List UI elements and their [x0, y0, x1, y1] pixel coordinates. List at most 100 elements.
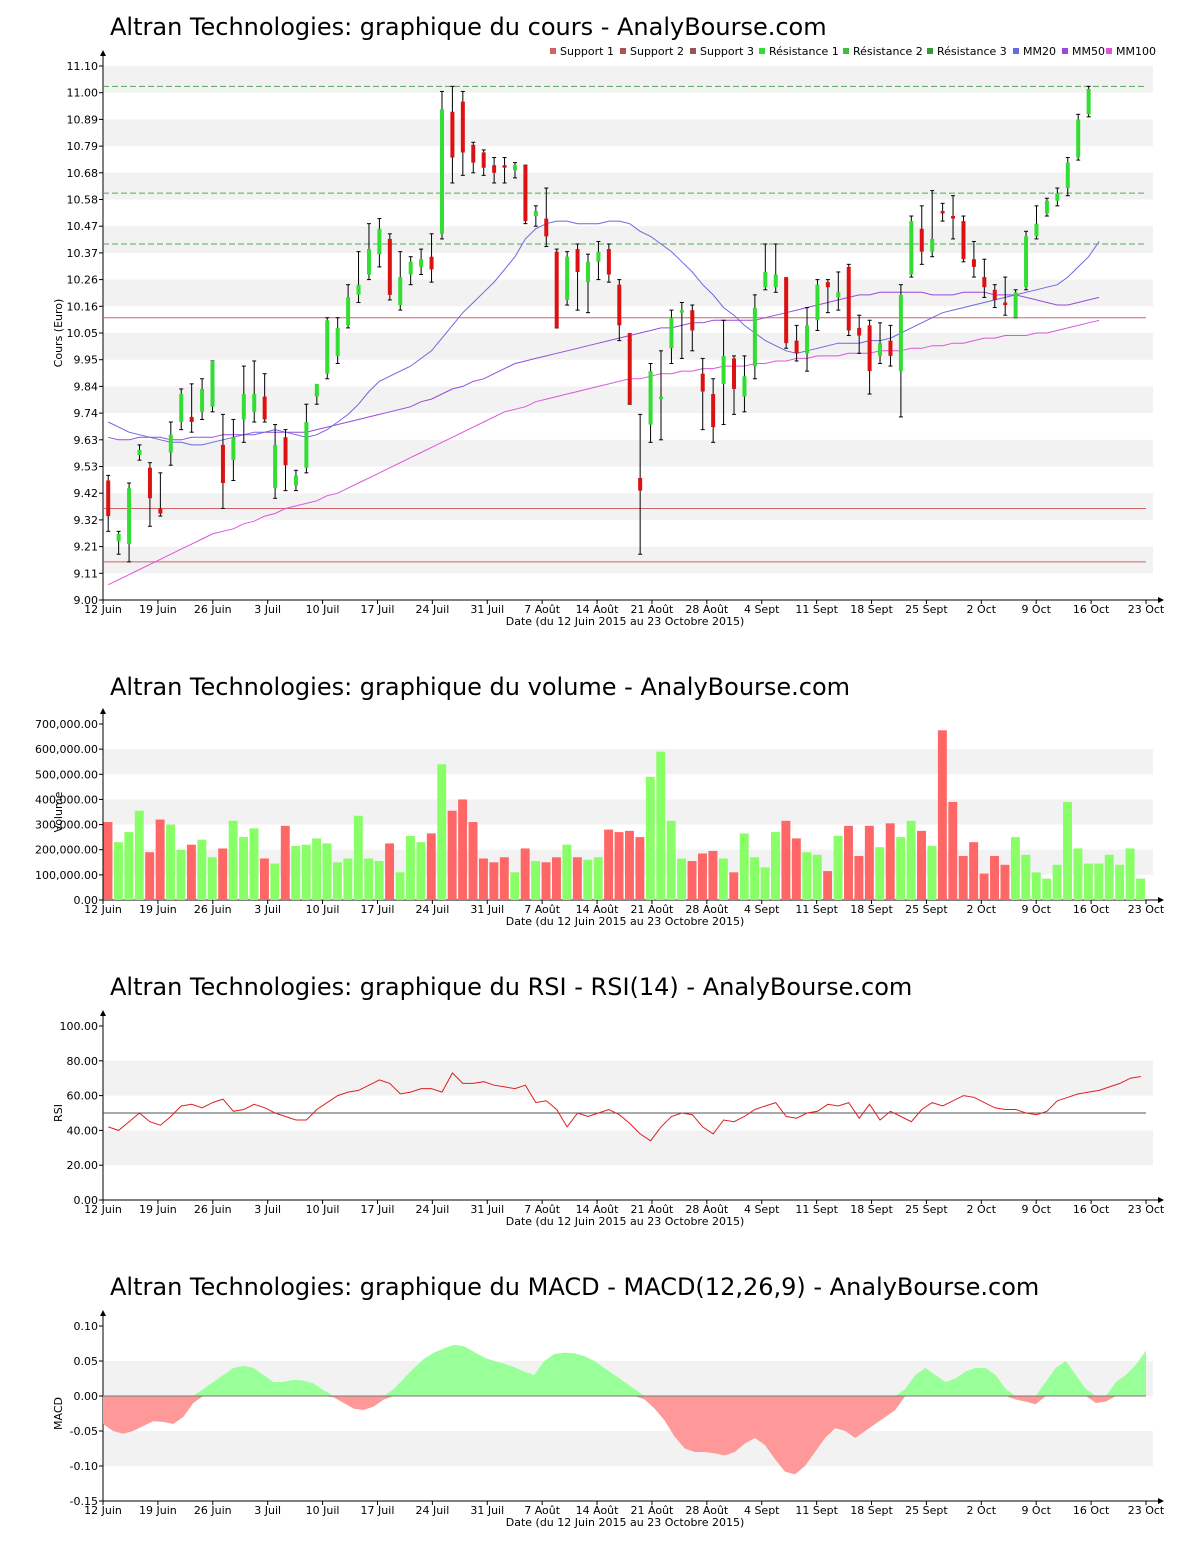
volume-x-tick-label: 17 Juil — [361, 903, 395, 916]
candle-body — [878, 343, 883, 356]
legend-swatch — [1062, 48, 1068, 54]
price-x-tick-label: 21 Août — [631, 603, 675, 616]
candle-body — [137, 449, 142, 456]
price-x-tick-label: 28 Août — [685, 603, 729, 616]
price-band — [103, 66, 1153, 93]
price-y-axis-arrow — [100, 50, 106, 56]
rsi-x-tick-label: 10 Juil — [306, 1203, 340, 1216]
volume-bar — [103, 822, 113, 900]
volume-bar — [259, 858, 269, 900]
price-y-tick-label: 10.68 — [67, 167, 99, 180]
volume-x-tick-label: 21 Août — [631, 903, 675, 916]
volume-bar — [854, 856, 864, 900]
macd-x-tick-label: 23 Oct — [1128, 1504, 1165, 1517]
volume-y-tick-label: 200,000.00 — [35, 844, 98, 857]
price-x-tick-label: 24 Juil — [415, 603, 449, 616]
volume-bar — [385, 843, 395, 900]
price-band — [103, 439, 1153, 467]
volume-bar — [1010, 837, 1020, 900]
price-y-tick-label: 10.79 — [67, 140, 99, 153]
legend-label: MM50 — [1072, 45, 1105, 58]
volume-bar — [864, 825, 874, 900]
rsi-x-tick-label: 2 Oct — [967, 1203, 997, 1216]
candle-body — [606, 249, 611, 275]
volume-bar — [134, 810, 144, 900]
rsi-y-axis-label: RSI — [52, 1104, 65, 1122]
candle-body — [1055, 193, 1060, 201]
volume-bar — [771, 832, 780, 900]
macd-negative-area — [103, 1396, 1146, 1475]
volume-x-tick-label: 10 Juil — [306, 903, 340, 916]
candle-body — [815, 284, 820, 321]
candle-body — [982, 277, 987, 288]
legend-label: Résistance 3 — [937, 45, 1007, 58]
volume-bar — [906, 820, 916, 900]
price-y-tick-label: 9.74 — [74, 407, 99, 420]
rsi-x-tick-label: 28 Août — [685, 1203, 729, 1216]
volume-y-tick-label: 0.00 — [74, 894, 99, 907]
rsi-x-tick-label: 26 Juin — [194, 1203, 232, 1216]
candle-body — [544, 218, 549, 237]
candle-body — [429, 256, 434, 270]
volume-bar — [374, 861, 384, 900]
candle-body — [971, 259, 976, 267]
candle-body — [638, 477, 643, 491]
legend-swatch — [843, 48, 849, 54]
price-y-tick-label: 10.47 — [67, 220, 99, 233]
candle-body — [158, 508, 163, 514]
price-band — [103, 279, 1153, 307]
volume-bar — [572, 857, 582, 900]
candle-body — [711, 394, 716, 428]
rsi-x-tick-label: 24 Juil — [415, 1203, 449, 1216]
volume-bar — [1042, 878, 1052, 900]
macd-x-tick-label: 25 Sept — [905, 1504, 948, 1517]
volume-bar — [666, 820, 676, 900]
price-x-tick-label: 2 Oct — [967, 603, 997, 616]
volume-bar — [927, 845, 937, 900]
legend-label: MM100 — [1116, 45, 1156, 58]
price-band — [103, 493, 1153, 520]
volume-bar — [698, 853, 707, 900]
macd-x-tick-label: 21 Août — [631, 1504, 675, 1517]
candle-body — [293, 475, 298, 486]
volume-bar — [1052, 864, 1062, 900]
volume-band — [103, 749, 1153, 775]
volume-y-axis-arrow — [100, 708, 106, 714]
price-y-tick-label: 9.42 — [74, 487, 99, 500]
candle-body — [1003, 302, 1008, 306]
candle-body — [304, 422, 309, 468]
candle-body — [930, 238, 935, 252]
candle-body — [825, 282, 830, 288]
candle-body — [189, 416, 194, 422]
legend-swatch — [1106, 48, 1112, 54]
volume-bar — [750, 857, 760, 900]
candle-body — [836, 292, 841, 298]
price-x-tick-label: 12 Juin — [84, 603, 122, 616]
candle-body — [471, 144, 476, 163]
volume-bar — [1073, 848, 1083, 900]
legend-swatch — [927, 48, 933, 54]
price-y-tick-label: 9.53 — [74, 461, 99, 474]
mm100-line — [107, 319, 1100, 586]
macd-x-tick-label: 12 Juin — [84, 1504, 122, 1517]
candle-body — [627, 333, 632, 405]
candle-body — [325, 320, 330, 374]
candle-body — [773, 274, 778, 288]
volume-bar — [218, 848, 228, 900]
price-y-tick-label: 9.63 — [74, 434, 99, 447]
volume-bar — [353, 815, 363, 900]
price-y-tick-label: 9.95 — [74, 354, 99, 367]
candle-body — [700, 373, 705, 392]
volume-bar — [1063, 801, 1072, 900]
legend-swatch — [690, 48, 696, 54]
price-band — [103, 172, 1153, 200]
volume-bar — [812, 854, 822, 900]
candle-body — [377, 228, 382, 255]
candle-body — [168, 434, 173, 453]
price-y-tick-label: 10.05 — [67, 327, 99, 340]
rsi-x-axis-arrow — [1158, 1197, 1164, 1203]
macd-x-tick-label: 26 Juin — [194, 1504, 232, 1517]
volume-x-tick-label: 28 Août — [685, 903, 729, 916]
volume-x-tick-label: 19 Juin — [139, 903, 177, 916]
rsi-y-tick-label: 80.00 — [67, 1055, 99, 1068]
